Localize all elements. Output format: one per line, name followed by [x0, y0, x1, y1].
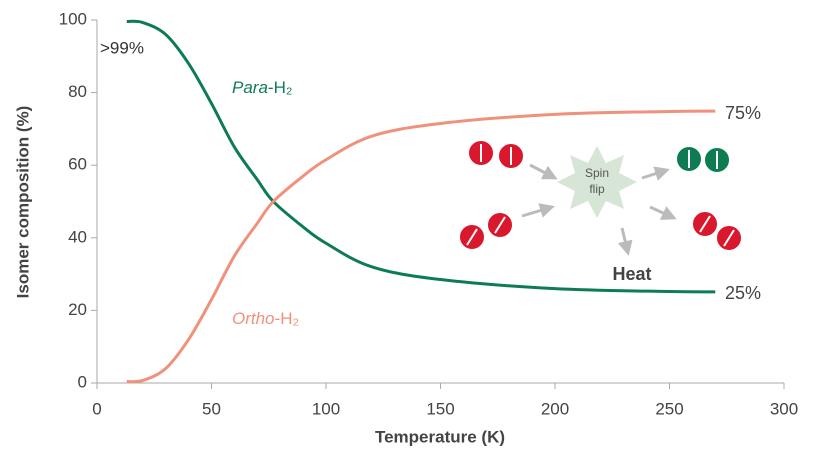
flip-label: flip [589, 182, 605, 196]
x-axis-label: Temperature (K) [375, 427, 505, 446]
ortho-label: Ortho-H₂ [232, 309, 299, 328]
x-tick-label: 50 [202, 399, 221, 418]
spin-diagram: Spin flip Heat [459, 140, 742, 284]
y-tick-label: 40 [68, 227, 87, 246]
para-label-rest: -H₂ [268, 78, 293, 97]
ortho-label-italic: Ortho [232, 309, 275, 328]
y-axis-label: Isomer composition (%) [13, 106, 32, 299]
y-tick-label: 20 [68, 300, 87, 319]
spin-label: Spin [585, 166, 609, 180]
y-tick-label: 100 [59, 9, 87, 28]
para-label-italic: Para [232, 78, 268, 97]
start-annotation: >99% [100, 38, 144, 57]
heat-label: Heat [612, 264, 651, 284]
y-tick-label: 0 [78, 372, 87, 391]
x-tick-label: 300 [770, 399, 798, 418]
x-tick-label: 0 [92, 399, 101, 418]
x-tick-label: 200 [541, 399, 569, 418]
x-tick-label: 250 [655, 399, 683, 418]
y-tick-label: 60 [68, 155, 87, 174]
x-tick-label: 150 [426, 399, 454, 418]
x-tick-label: 100 [312, 399, 340, 418]
para-end-label: 25% [725, 283, 761, 303]
y-tick-label: 80 [68, 82, 87, 101]
ortho-end-label: 75% [725, 103, 761, 123]
chart: Temperature (K) Isomer composition (%) >… [0, 0, 819, 455]
para-label: Para-H₂ [232, 78, 292, 97]
ortho-label-rest: -H₂ [275, 309, 300, 328]
